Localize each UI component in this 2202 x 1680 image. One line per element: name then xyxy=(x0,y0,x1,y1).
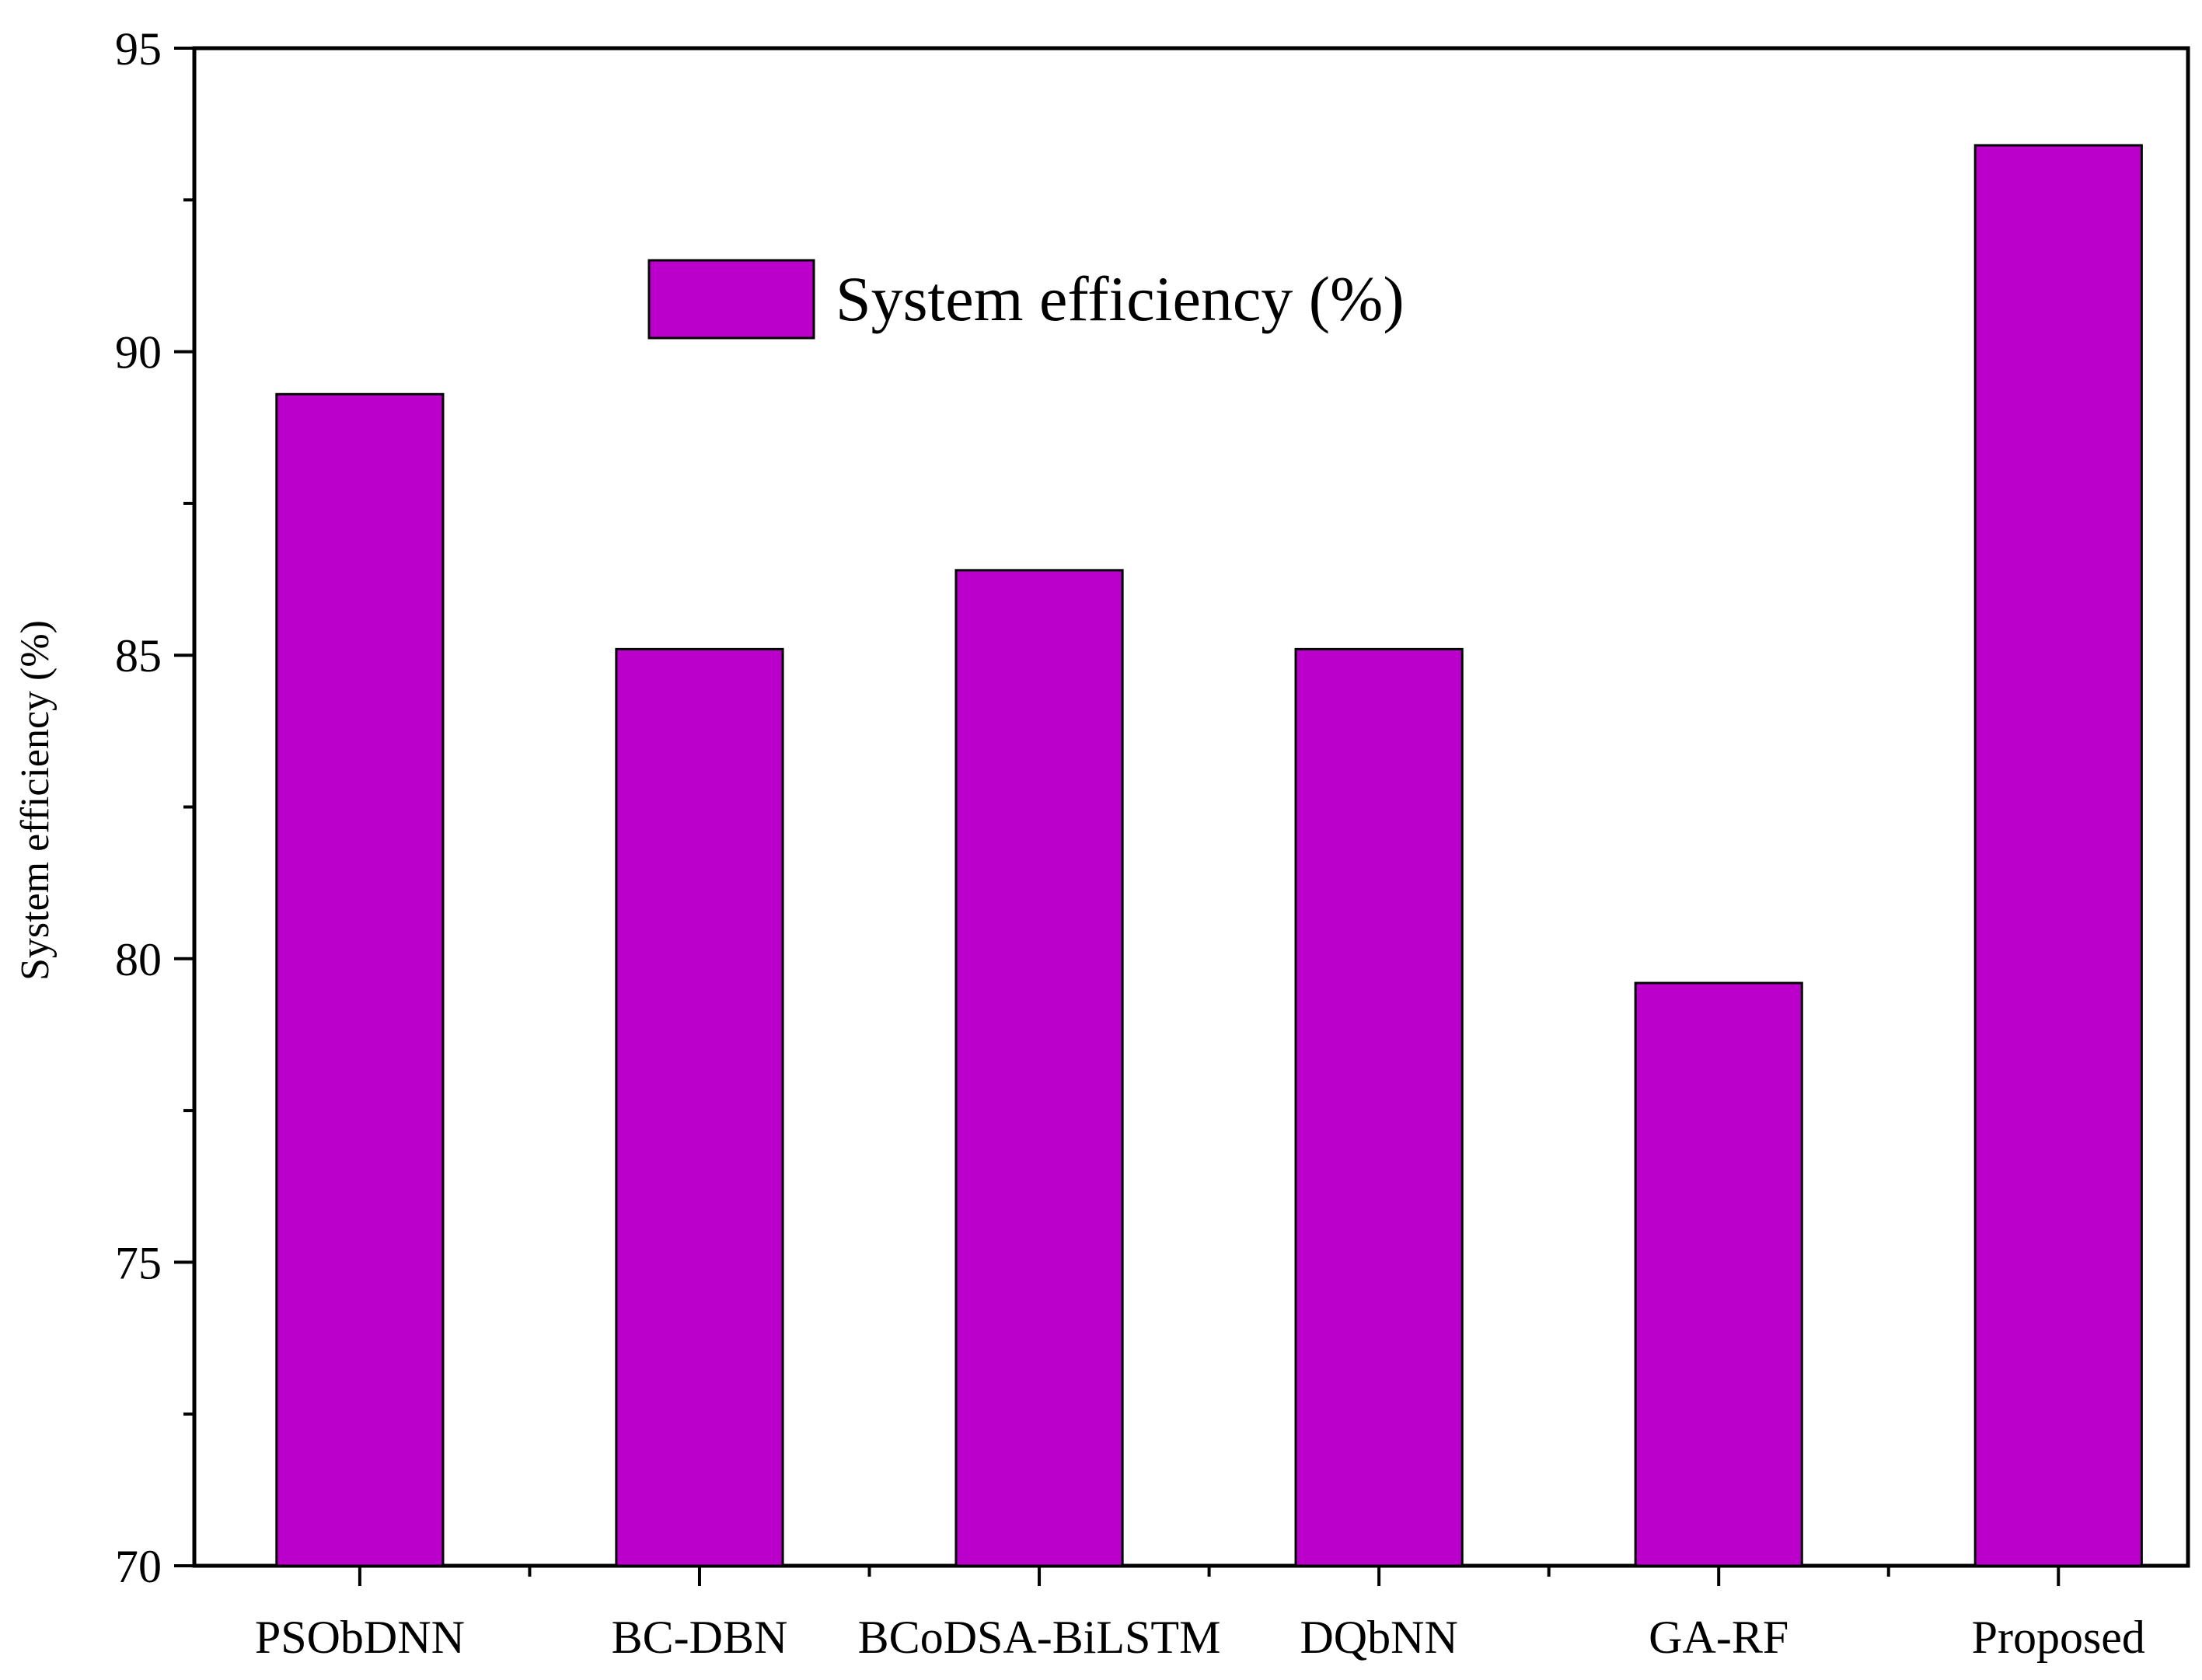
y-tick-label: 75 xyxy=(115,1237,162,1288)
x-category-label: GA-RF xyxy=(1649,1612,1788,1663)
y-tick-label: 70 xyxy=(115,1541,162,1592)
bar-bc-dbn xyxy=(615,647,784,1567)
y-axis-title: System efficiency (%) xyxy=(13,620,58,981)
bar-psobdnn xyxy=(275,392,445,1567)
x-axis: PSObDNN BC-DBN BCoDSA-BiLSTM DQbNN GA-RF Prop… xyxy=(255,1566,2145,1663)
x-category-label: BC-DBN xyxy=(612,1612,788,1663)
legend-label: System efficiency (%) xyxy=(836,263,1405,334)
legend: System efficiency (%) xyxy=(647,259,1405,340)
bar-bcodsa-bilstm xyxy=(954,569,1124,1567)
x-category-label: BCoDSA-BiLSTM xyxy=(858,1612,1221,1663)
legend-swatch xyxy=(647,259,815,340)
y-axis: 70 75 80 85 90 95 xyxy=(115,23,194,1592)
x-category-label: DQbNN xyxy=(1300,1612,1457,1663)
bar-proposed xyxy=(1973,144,2143,1567)
x-category-label: Proposed xyxy=(1972,1612,2145,1663)
bar-dqbnn xyxy=(1294,647,1464,1567)
y-tick-label: 80 xyxy=(115,934,162,985)
y-tick-label: 90 xyxy=(115,327,162,378)
bars-group xyxy=(275,144,2143,1567)
y-tick-label: 85 xyxy=(115,630,162,681)
bar-ga-rf xyxy=(1634,981,1803,1567)
y-tick-label: 95 xyxy=(115,23,162,75)
x-category-label: PSObDNN xyxy=(255,1612,465,1663)
